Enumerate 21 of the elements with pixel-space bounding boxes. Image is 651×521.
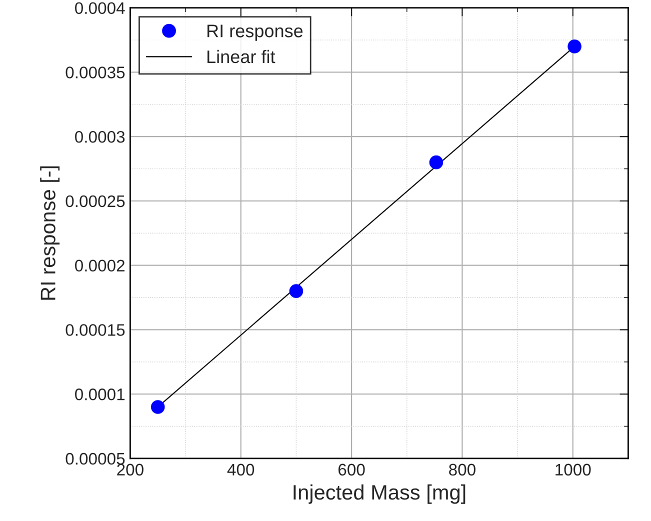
y-tick-label: 0.00005 [66, 452, 125, 465]
y-tick-label: 0.0003 [75, 130, 125, 143]
y-tick-label: 0.00025 [66, 195, 125, 208]
y-tick-label: 0.0004 [75, 2, 125, 14]
x-tick-label: 400 [227, 464, 254, 476]
x-axis-title: Injected Mass [mg] [294, 484, 466, 504]
legend-label: Linear fit [208, 50, 276, 64]
point [429, 155, 444, 170]
x-tick-label: 200 [117, 464, 144, 476]
x-tick-label: 600 [338, 464, 365, 476]
x-tick-label: 1000 [556, 464, 591, 476]
point [150, 400, 165, 414]
y-tick-label: 0.00015 [66, 324, 125, 336]
y-tick-label: 0.00035 [66, 66, 125, 78]
y-axis-title: RI response [-] [40, 166, 60, 300]
x-tick-label: 800 [449, 464, 476, 476]
y-tick-label: 0.0001 [75, 388, 125, 400]
legend-label: RI response [208, 24, 303, 41]
point [568, 40, 582, 54]
y-tick-label: 0.0002 [75, 260, 125, 272]
point [289, 284, 304, 298]
